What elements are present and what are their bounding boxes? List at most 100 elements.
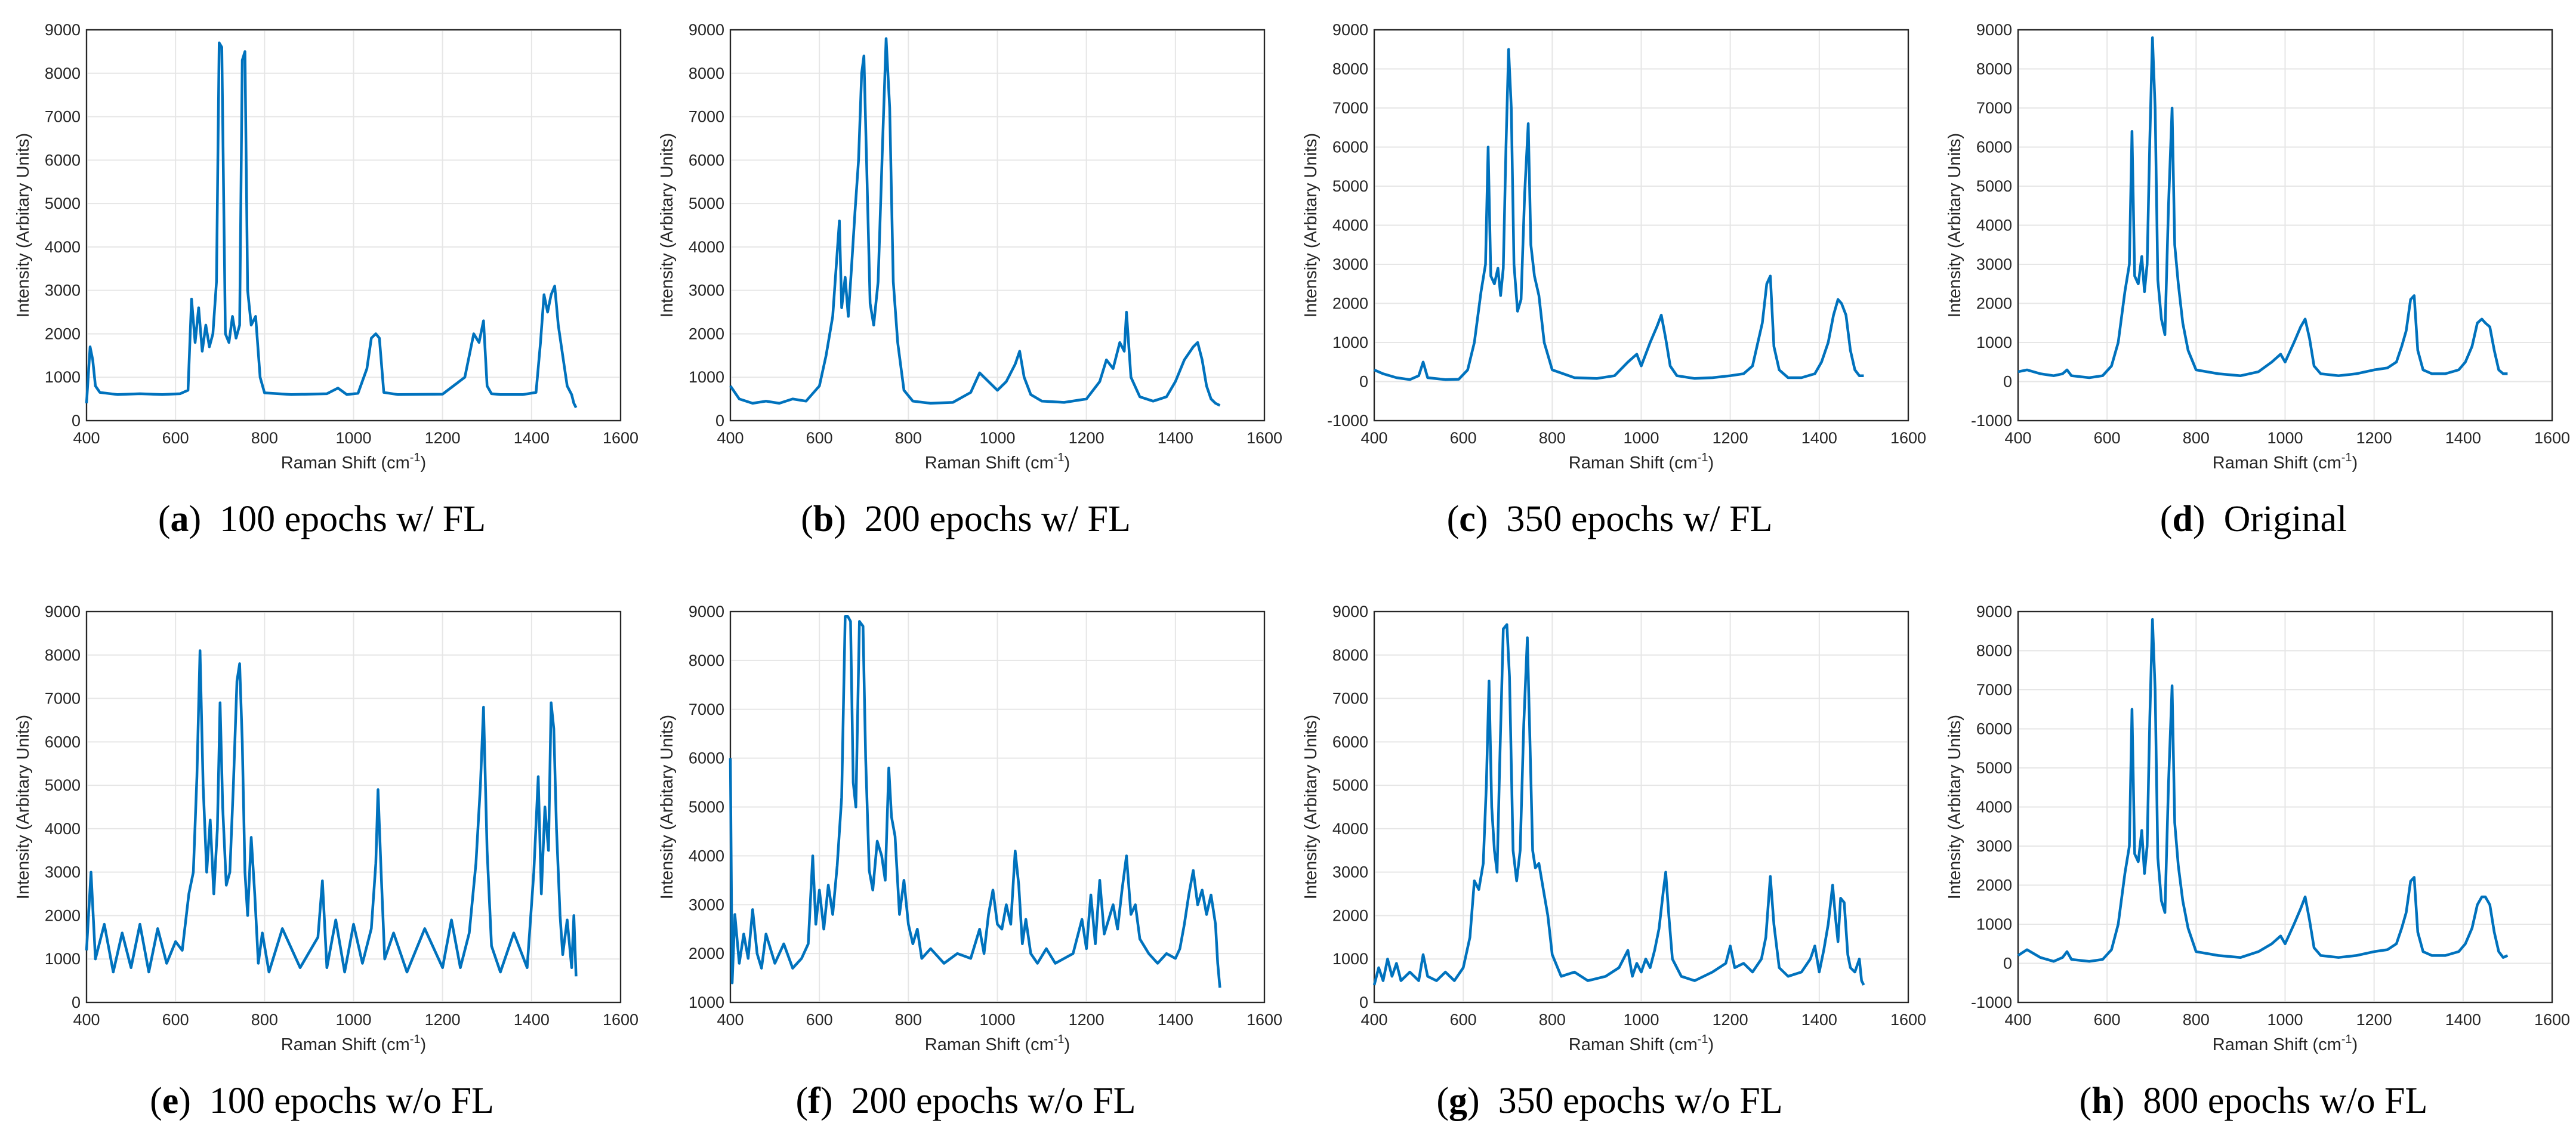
panel-caption: (a) 100 epochs w/ FL bbox=[158, 499, 486, 539]
x-tick-label: 1400 bbox=[2445, 429, 2481, 447]
y-tick-label: 8000 bbox=[45, 646, 81, 664]
y-tick-label: 0 bbox=[2003, 373, 2012, 391]
x-tick-label: 1000 bbox=[979, 1011, 1015, 1029]
panel-caption: (d) Original bbox=[2159, 499, 2347, 539]
x-tick-label: 1400 bbox=[1158, 1011, 1193, 1029]
panel-letter: a bbox=[170, 499, 189, 539]
x-tick-label: 1600 bbox=[1247, 1011, 1282, 1029]
x-tick-label: 1400 bbox=[1801, 1011, 1837, 1029]
y-tick-label: 2000 bbox=[1332, 295, 1368, 313]
caption-text: 800 epochs w/o FL bbox=[2143, 1081, 2428, 1121]
y-axis-label: Intensity (Arbitary Units) bbox=[658, 133, 677, 317]
y-axis-label: Intensity (Arbitary Units) bbox=[1301, 715, 1321, 899]
y-tick-label: 2000 bbox=[1976, 295, 2012, 313]
y-tick-label: 5000 bbox=[1976, 177, 2012, 195]
y-tick-label: 9000 bbox=[1976, 21, 2012, 39]
y-tick-label: 4000 bbox=[1332, 820, 1368, 838]
x-tick-label: 1000 bbox=[979, 429, 1015, 447]
caption-text: 200 epochs w/o FL bbox=[851, 1081, 1136, 1121]
y-tick-label: 4000 bbox=[45, 820, 81, 838]
y-tick-label: -1000 bbox=[1971, 993, 2012, 1011]
x-tick-label: 1000 bbox=[2267, 1011, 2303, 1029]
series-line bbox=[2017, 36, 2508, 379]
x-axis-label: Raman Shift (cm-1) bbox=[281, 1033, 426, 1054]
series-line bbox=[729, 37, 1221, 407]
x-tick-label: 1600 bbox=[1247, 429, 1282, 447]
x-tick-label: 1400 bbox=[514, 429, 550, 447]
x-axis-label: Raman Shift (cm-1) bbox=[2213, 1033, 2358, 1054]
x-tick-label: 1000 bbox=[1623, 1011, 1659, 1029]
panel-caption: (e) 100 epochs w/o FL bbox=[150, 1081, 494, 1121]
y-tick-label: 3000 bbox=[1976, 837, 2012, 855]
panel-letter: d bbox=[2172, 499, 2193, 539]
plot-frame bbox=[1373, 29, 1909, 422]
y-tick-label: 9000 bbox=[45, 21, 81, 39]
x-tick-label: 1600 bbox=[2534, 429, 2570, 447]
y-tick-label: 7000 bbox=[1976, 99, 2012, 117]
y-tick-label: 5000 bbox=[689, 195, 724, 212]
x-tick-label: 400 bbox=[717, 1011, 744, 1029]
y-tick-label: 3000 bbox=[689, 896, 724, 914]
x-tick-label: 600 bbox=[806, 1011, 833, 1029]
panel-caption: (f) 200 epochs w/o FL bbox=[795, 1081, 1136, 1121]
y-tick-label: 3000 bbox=[1332, 863, 1368, 881]
caption-text: 350 epochs w/o FL bbox=[1498, 1081, 1783, 1121]
x-tick-label: 1600 bbox=[1890, 429, 1926, 447]
x-tick-label: 800 bbox=[2183, 429, 2210, 447]
y-tick-label: 8000 bbox=[1976, 60, 2012, 78]
y-tick-label: 2000 bbox=[689, 945, 724, 962]
y-tick-label: 7000 bbox=[1332, 690, 1368, 708]
plot-frame bbox=[2017, 29, 2553, 422]
y-tick-label: 2000 bbox=[1332, 906, 1368, 924]
x-tick-label: 400 bbox=[73, 429, 100, 447]
panel-letter: b bbox=[813, 499, 834, 539]
y-axis-label: Intensity (Arbitary Units) bbox=[14, 715, 33, 899]
y-tick-label: 9000 bbox=[689, 603, 724, 621]
x-tick-label: 800 bbox=[895, 429, 922, 447]
chart-g: 400 600 800 1000 1200 1400 1600 0 1000 2000 3000 40… bbox=[1301, 603, 1926, 1054]
x-tick-label: 400 bbox=[1361, 1011, 1387, 1029]
y-axis-label: Intensity (Arbitary Units) bbox=[1945, 715, 1964, 899]
panel-letter: h bbox=[2091, 1081, 2112, 1121]
y-tick-label: 6000 bbox=[45, 733, 81, 751]
series-line bbox=[729, 615, 1221, 988]
y-tick-label: 6000 bbox=[1332, 733, 1368, 751]
x-tick-label: 1400 bbox=[1158, 429, 1193, 447]
x-tick-label: 600 bbox=[1450, 429, 1477, 447]
y-tick-label: 8000 bbox=[1332, 646, 1368, 664]
chart-a: 400 600 800 1000 1200 1400 1600 0 1000 2000 3000 40… bbox=[14, 21, 638, 473]
y-axis-label: Intensity (Arbitary Units) bbox=[658, 715, 677, 899]
y-tick-label: 3000 bbox=[45, 863, 81, 881]
x-tick-label: 400 bbox=[73, 1011, 100, 1029]
y-tick-label: 4000 bbox=[45, 238, 81, 256]
x-axis-label: Raman Shift (cm-1) bbox=[925, 451, 1070, 473]
x-tick-label: 1000 bbox=[1623, 429, 1659, 447]
panel-h: 400 600 800 1000 1200 1400 1600 -1000 0 1000 2000 3… bbox=[1932, 582, 2575, 1148]
y-tick-label: 7000 bbox=[1976, 681, 2012, 699]
x-tick-label: 1200 bbox=[1069, 1011, 1105, 1029]
x-tick-label: 400 bbox=[2004, 1011, 2031, 1029]
y-tick-label: 1000 bbox=[1976, 915, 2012, 933]
x-tick-label: 400 bbox=[717, 429, 744, 447]
panel-e: 400 600 800 1000 1200 1400 1600 0 1000 2000 3000 40… bbox=[0, 582, 644, 1148]
y-tick-label: 9000 bbox=[45, 603, 81, 621]
y-axis-label: Intensity (Arbitary Units) bbox=[1301, 133, 1321, 317]
y-tick-label: 0 bbox=[72, 993, 81, 1011]
chart-b: 400 600 800 1000 1200 1400 1600 0 1000 2000 3000 40… bbox=[658, 21, 1282, 473]
y-tick-label: -1000 bbox=[1971, 412, 2012, 430]
y-tick-label: 7000 bbox=[45, 690, 81, 708]
y-tick-label: 5000 bbox=[1332, 177, 1368, 195]
y-tick-label: 9000 bbox=[1332, 603, 1368, 621]
y-tick-label: 6000 bbox=[1332, 138, 1368, 156]
x-tick-label: 800 bbox=[1539, 429, 1566, 447]
caption-text: 100 epochs w/o FL bbox=[209, 1081, 494, 1121]
series-line bbox=[1374, 48, 1864, 381]
panel-g: 400 600 800 1000 1200 1400 1600 0 1000 2000 3000 40… bbox=[1288, 582, 1932, 1148]
panel-f: 400 600 800 1000 1200 1400 1600 1000 2000 3000 400… bbox=[644, 582, 1288, 1148]
panel-caption: (g) 350 epochs w/o FL bbox=[1436, 1081, 1783, 1121]
y-tick-label: 3000 bbox=[1332, 255, 1368, 273]
panel-caption: (h) 800 epochs w/o FL bbox=[2079, 1081, 2428, 1121]
y-tick-label: 1000 bbox=[45, 368, 81, 386]
y-tick-label: 1000 bbox=[1332, 334, 1368, 351]
